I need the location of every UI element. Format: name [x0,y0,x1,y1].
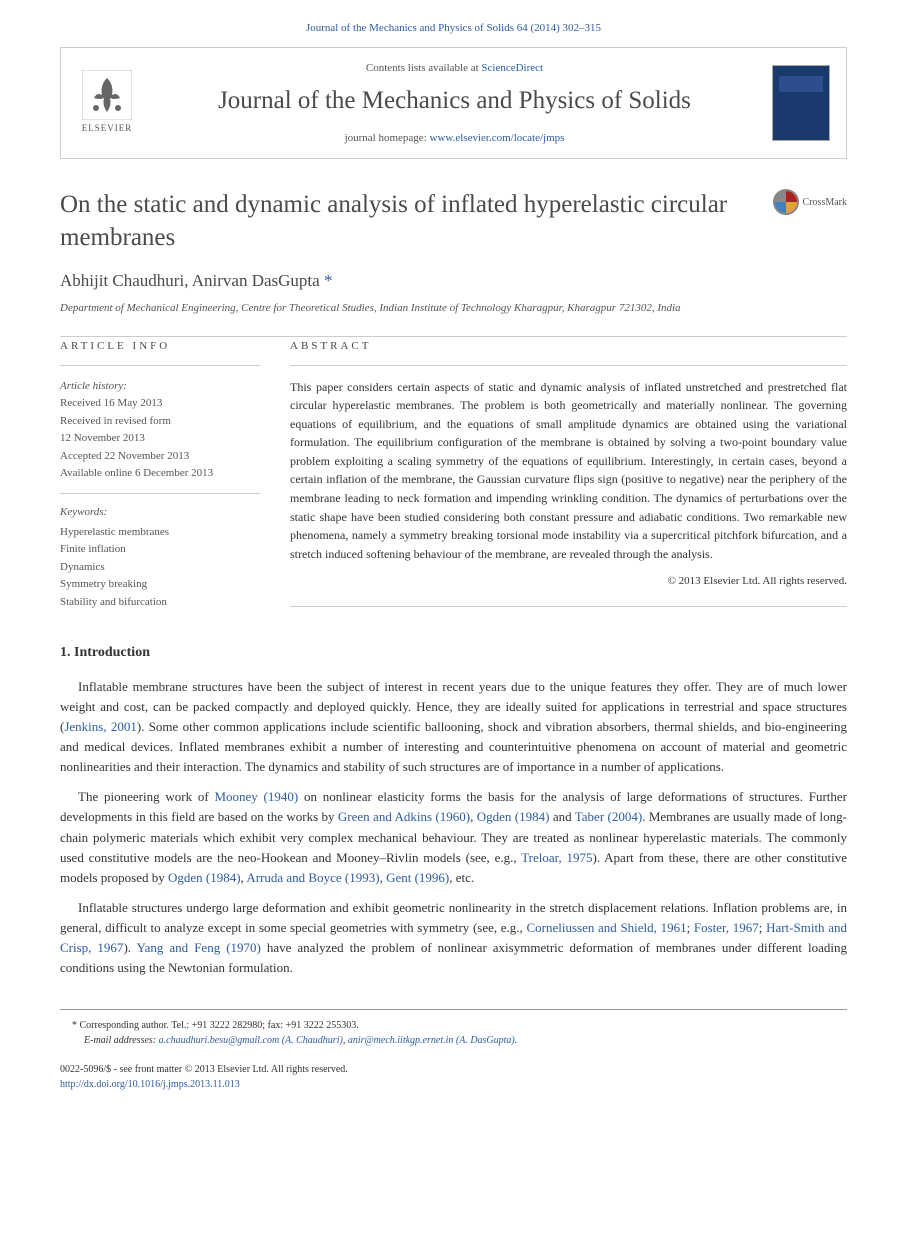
abstract-column: ABSTRACT This paper considers certain as… [290,355,847,612]
homepage-line: journal homepage: www.elsevier.com/locat… [153,130,756,147]
authors-line: Abhijit Chaudhuri, Anirvan DasGupta * [60,268,847,294]
text-run: ). Some other common applications includ… [60,719,847,774]
elsevier-tree-icon [82,70,132,120]
section-heading-intro: 1. Introduction [60,642,847,663]
keyword: Finite inflation [60,541,260,559]
keywords-label: Keywords: [60,504,260,522]
email-link[interactable]: a.chaudhuri.besu@gmail.com (A. Chaudhuri… [159,1035,343,1046]
ref-link[interactable]: Treloar, 1975 [521,850,592,865]
footer-bottom: 0022-5096/$ - see front matter © 2013 El… [60,1062,847,1092]
running-head: Journal of the Mechanics and Physics of … [0,0,907,47]
keyword: Symmetry breaking [60,576,260,594]
contents-lists-line: Contents lists available at ScienceDirec… [153,60,756,77]
ref-link[interactable]: Yang and Feng (1970) [137,940,261,955]
header-center: Contents lists available at ScienceDirec… [153,60,756,147]
corresponding-mark: * [320,271,333,290]
history-label: Article history: [60,378,260,396]
ref-link[interactable]: Jenkins, 2001 [64,719,137,734]
journal-cover-thumbnail [772,65,830,141]
sciencedirect-link[interactable]: ScienceDirect [481,62,543,74]
doi-link[interactable]: http://dx.doi.org/10.1016/j.jmps.2013.11… [60,1079,240,1090]
abstract-heading: ABSTRACT [290,338,847,366]
intro-paragraph-2: The pioneering work of Mooney (1940) on … [60,787,847,888]
text-run: ; [759,920,766,935]
article-info-column: ARTICLE INFO Article history: Received 1… [60,355,260,612]
intro-paragraph-1: Inflatable membrane structures have been… [60,677,847,778]
keywords-block: Keywords: Hyperelastic membranes Finite … [60,504,260,612]
text-run: and [549,809,574,824]
ref-link[interactable]: Gent (1996) [386,870,449,885]
footer-block: * Corresponding author. Tel.: +91 3222 2… [60,1009,847,1092]
accepted-date: Accepted 22 November 2013 [60,448,260,466]
journal-header-box: ELSEVIER Contents lists available at Sci… [60,47,847,160]
abstract-text: This paper considers certain aspects of … [290,378,847,564]
homepage-prefix: journal homepage: [345,132,430,144]
email-line: E-mail addresses: a.chaudhuri.besu@gmail… [60,1033,847,1048]
affiliation: Department of Mechanical Engineering, Ce… [60,300,847,317]
contents-prefix: Contents lists available at [366,62,481,74]
revised-line2: 12 November 2013 [60,430,260,448]
ref-link[interactable]: Mooney (1940) [214,789,298,804]
authors-names: Abhijit Chaudhuri, Anirvan DasGupta [60,271,320,290]
ref-link[interactable]: Foster, 1967 [694,920,759,935]
revised-line1: Received in revised form [60,413,260,431]
text-run: The pioneering work of [78,789,214,804]
title-row: On the static and dynamic analysis of in… [60,189,847,254]
abstract-copyright: © 2013 Elsevier Ltd. All rights reserved… [290,573,847,607]
period: . [515,1035,518,1046]
main-content: On the static and dynamic analysis of in… [0,189,907,979]
text-run: , [470,809,477,824]
ref-link[interactable]: Arruda and Boyce (1993) [246,870,379,885]
crossmark-badge[interactable]: CrossMark [773,189,847,215]
history-block: Article history: Received 16 May 2013 Re… [60,378,260,495]
keyword: Stability and bifurcation [60,594,260,612]
article-info-heading: ARTICLE INFO [60,338,260,366]
elsevier-logo: ELSEVIER [77,68,137,138]
email-link[interactable]: anir@mech.iitkgp.ernet.in (A. DasGupta) [348,1035,515,1046]
ref-link[interactable]: Ogden (1984) [168,870,241,885]
crossmark-icon [773,189,799,215]
ref-link[interactable]: Corneliussen and Shield, 1961 [526,920,686,935]
elsevier-label: ELSEVIER [82,122,133,136]
citation-text: Journal of the Mechanics and Physics of … [306,22,601,34]
intro-paragraph-3: Inflatable structures undergo large defo… [60,898,847,979]
ref-link[interactable]: Taber (2004) [575,809,642,824]
journal-name: Journal of the Mechanics and Physics of … [153,82,756,120]
keyword: Dynamics [60,559,260,577]
crossmark-label: CrossMark [803,195,847,210]
info-abstract-row: ARTICLE INFO Article history: Received 1… [60,336,847,612]
corresponding-author-line: * Corresponding author. Tel.: +91 3222 2… [60,1018,847,1033]
ref-link[interactable]: Ogden (1984) [477,809,550,824]
email-label: E-mail addresses: [84,1035,159,1046]
article-title: On the static and dynamic analysis of in… [60,189,753,254]
ref-link[interactable]: Green and Adkins (1960) [338,809,470,824]
text-run: ; [687,920,694,935]
received-date: Received 16 May 2013 [60,395,260,413]
keyword: Hyperelastic membranes [60,524,260,542]
text-run: , etc. [449,870,474,885]
homepage-link[interactable]: www.elsevier.com/locate/jmps [430,132,565,144]
text-run: ). [123,940,136,955]
issn-line: 0022-5096/$ - see front matter © 2013 El… [60,1062,847,1077]
online-date: Available online 6 December 2013 [60,465,260,483]
